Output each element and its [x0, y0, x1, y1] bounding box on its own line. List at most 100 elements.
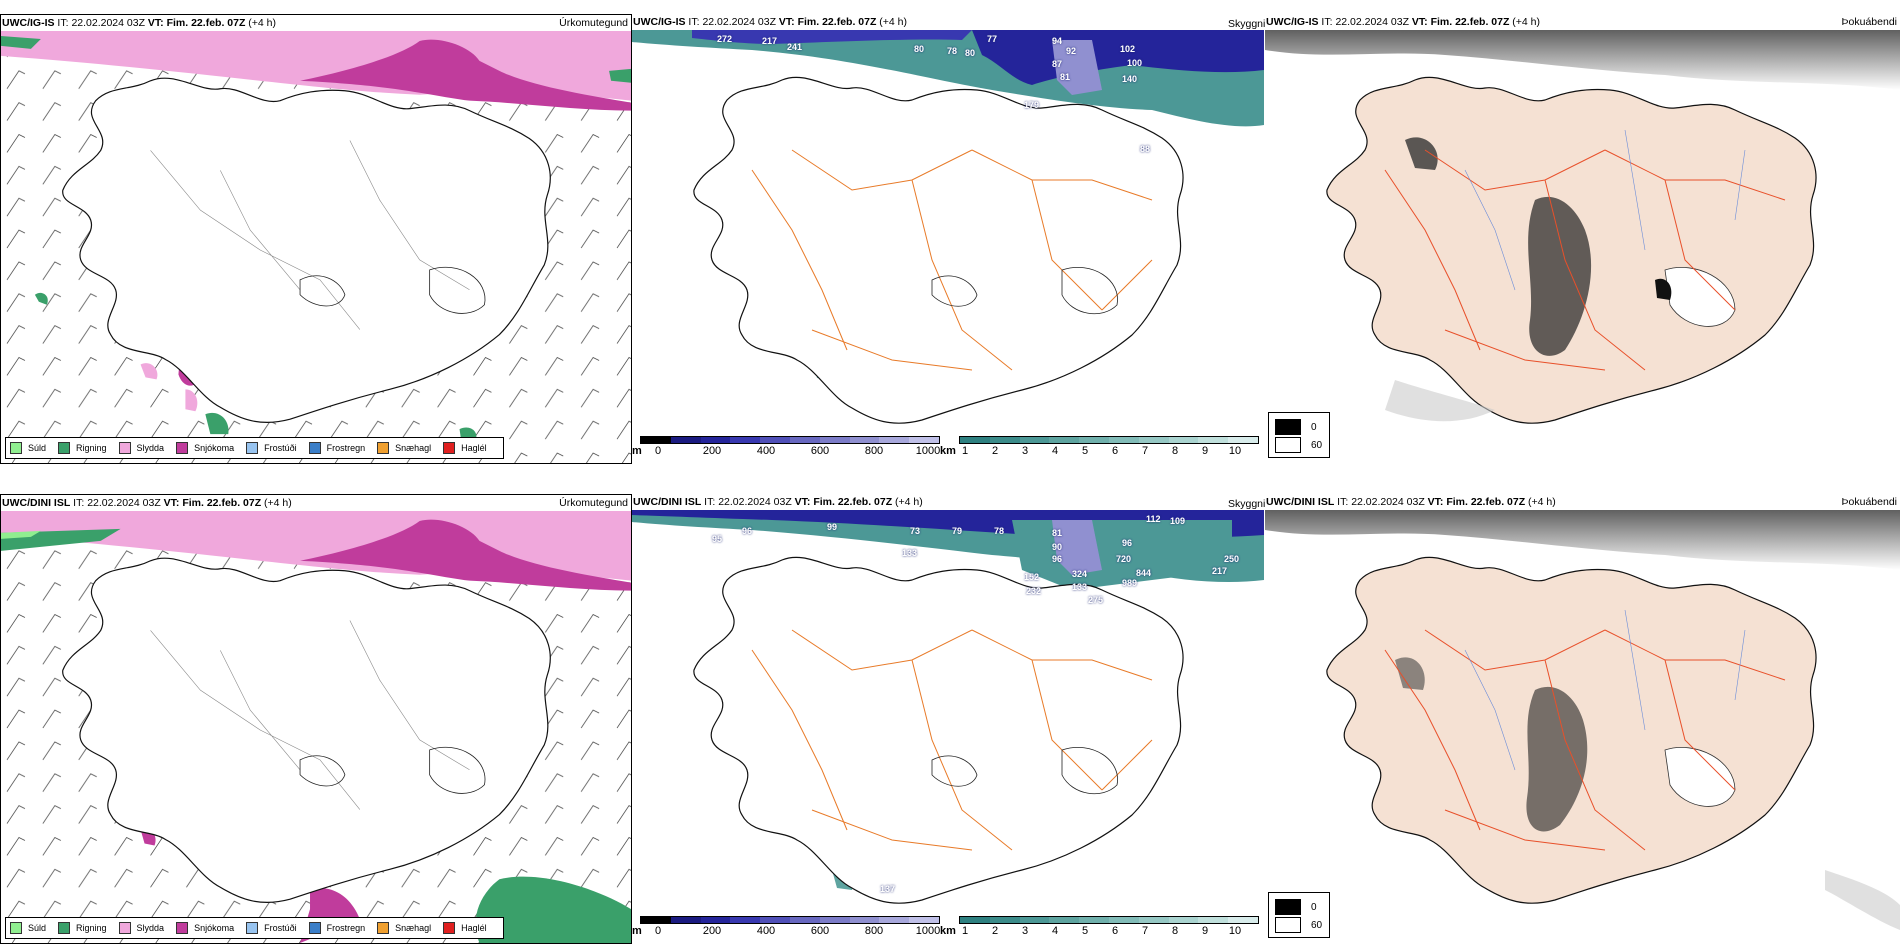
colorbar-swatch [989, 917, 1020, 923]
visibility-value-label: 96 [742, 526, 753, 536]
panel-header: UWC/IG-IS IT: 22.02.2024 03Z VT: Fim. 22… [1265, 14, 1900, 30]
legend-label: Snæhagl [395, 443, 432, 453]
fog-map-area[interactable] [1265, 510, 1900, 944]
colorbar-swatch [989, 437, 1020, 443]
visibility-value-label: 100 [1127, 58, 1143, 68]
model-name: UWC/DINI ISL [2, 497, 71, 509]
tick-label: 9 [1201, 445, 1209, 457]
colorbar-swatch [819, 437, 850, 443]
legend-item: Haglél [443, 442, 487, 454]
tick-label: 6 [1111, 445, 1119, 457]
ceiling-colorbar: 0 200 400 600 800 1000 [640, 436, 940, 458]
tick-label: 8 [1171, 925, 1179, 937]
vt-value: Fim. 22.feb. 07Z [166, 17, 246, 29]
it-value: 22.02.2024 03Z [718, 496, 792, 508]
visibility-map-area[interactable] [632, 510, 1264, 944]
fog-legend-label: 60 [1311, 439, 1323, 451]
visibility-value-label: 152 [1024, 572, 1040, 582]
tick-label: 5 [1081, 445, 1089, 457]
visibility-value-label: 324 [1072, 569, 1088, 579]
visibility-value-label: 78 [947, 46, 958, 56]
legend-swatch [308, 922, 321, 934]
colorbar-swatch [730, 917, 761, 923]
legend-swatch [246, 922, 259, 934]
ceiling-colorbar-labels: 0 200 400 600 800 1000 [640, 444, 940, 458]
vt-value: Fim. 22.feb. 07Z [182, 497, 262, 509]
fog-legend: 0 60 [1268, 892, 1330, 938]
ceiling-colorbar-swatches [640, 916, 940, 924]
visibility-value-label: 102 [1120, 44, 1136, 54]
visibility-colorbar-labels: 1 2 3 4 5 6 7 8 9 10 [959, 924, 1259, 938]
tick-label: 8 [1171, 445, 1179, 457]
legend-swatch [118, 442, 131, 454]
vt-label: VT: [778, 16, 795, 28]
fog-legend-row: 60 [1275, 437, 1322, 453]
colorbar-swatch [1019, 917, 1050, 923]
colorbar-swatch [700, 917, 731, 923]
legend-label: Slydda [136, 443, 165, 453]
panel-header: UWC/DINI ISL IT: 22.02.2024 03Z VT: Fim.… [1265, 494, 1900, 510]
tick-label: 10 [1228, 925, 1242, 937]
visibility-value-label: 78 [994, 526, 1005, 536]
legend-item: Slydda [118, 442, 165, 454]
visibility-value-label: 92 [1066, 46, 1077, 56]
visibility-value-label: 94 [1052, 36, 1063, 46]
fog-legend-row: 60 [1275, 917, 1322, 933]
tick-label: 200 [702, 445, 722, 457]
ceiling-colorbar-swatches [640, 436, 940, 444]
fog-legend-swatch [1275, 917, 1301, 933]
vt-value: Fim. 22.feb. 07Z [797, 16, 877, 28]
ceiling-unit: m [632, 445, 642, 457]
panel-header: UWC/IG-IS IT: 22.02.2024 03Z VT: Fim. 22… [632, 14, 1264, 30]
visibility-value-label: 96 [1122, 538, 1133, 548]
colorbar-swatch [1079, 437, 1109, 443]
colorbar-swatch [1049, 917, 1080, 923]
precip-map-area[interactable] [1, 31, 631, 463]
visibility-map-area[interactable] [632, 30, 1264, 464]
fog-index-map-dini: UWC/DINI ISL IT: 22.02.2024 03Z VT: Fim.… [1265, 494, 1900, 944]
legend-label: Snjókoma [194, 443, 235, 453]
precip-type-map-ig: UWC/IG-IS IT: 22.02.2024 03Z VT: Fim. 22… [0, 14, 632, 464]
legend-swatch [443, 442, 456, 454]
visibility-value-label: 272 [717, 34, 733, 44]
tick-label: 7 [1141, 445, 1149, 457]
legend-swatch [246, 442, 259, 454]
visibility-value-label: 95 [712, 534, 723, 544]
it-value: 22.02.2024 03Z [702, 16, 776, 28]
colorbar-swatch [670, 917, 701, 923]
ceiling-unit: m [632, 925, 642, 937]
visibility-value-label: 109 [1170, 516, 1186, 526]
visibility-value-label: 217 [1212, 566, 1228, 576]
legend-label: Haglél [461, 923, 487, 933]
visibility-unit: km [940, 445, 956, 457]
precip-map-area[interactable] [1, 511, 631, 943]
legend-item: Haglél [443, 922, 487, 934]
model-name: UWC/IG-IS [2, 17, 55, 29]
fog-map-area[interactable] [1265, 30, 1900, 464]
fog-legend-label: 60 [1311, 919, 1323, 931]
vt-label: VT: [147, 17, 164, 29]
tick-label: 0 [654, 445, 662, 457]
legend-label: Snæhagl [395, 923, 432, 933]
visibility-value-label: 77 [987, 34, 998, 44]
it-label: IT: [1321, 16, 1333, 28]
visibility-value-label: 96 [1052, 554, 1063, 564]
visibility-value-label: 81 [1060, 72, 1071, 82]
it-value: 22.02.2024 03Z [71, 17, 145, 29]
legend-swatch [58, 442, 71, 454]
legend-swatch [58, 922, 71, 934]
fog-legend-swatch [1275, 899, 1301, 915]
legend-label: Frostregn [326, 923, 366, 933]
legend-swatch [377, 442, 390, 454]
product-title: Úrkomutegund [559, 17, 628, 29]
product-title: Þokuábendi [1841, 16, 1897, 28]
colorbar-swatch [1198, 917, 1229, 923]
legend-item: Frostúði [246, 442, 297, 454]
legend-label: Rigning [76, 443, 107, 453]
legend-swatch [308, 442, 321, 454]
model-name: UWC/IG-IS [633, 16, 686, 28]
model-name: UWC/DINI ISL [633, 496, 702, 508]
it-label: IT: [704, 496, 716, 508]
panel-header: UWC/IG-IS IT: 22.02.2024 03Z VT: Fim. 22… [1, 15, 631, 31]
visibility-value-label: 79 [952, 526, 963, 536]
